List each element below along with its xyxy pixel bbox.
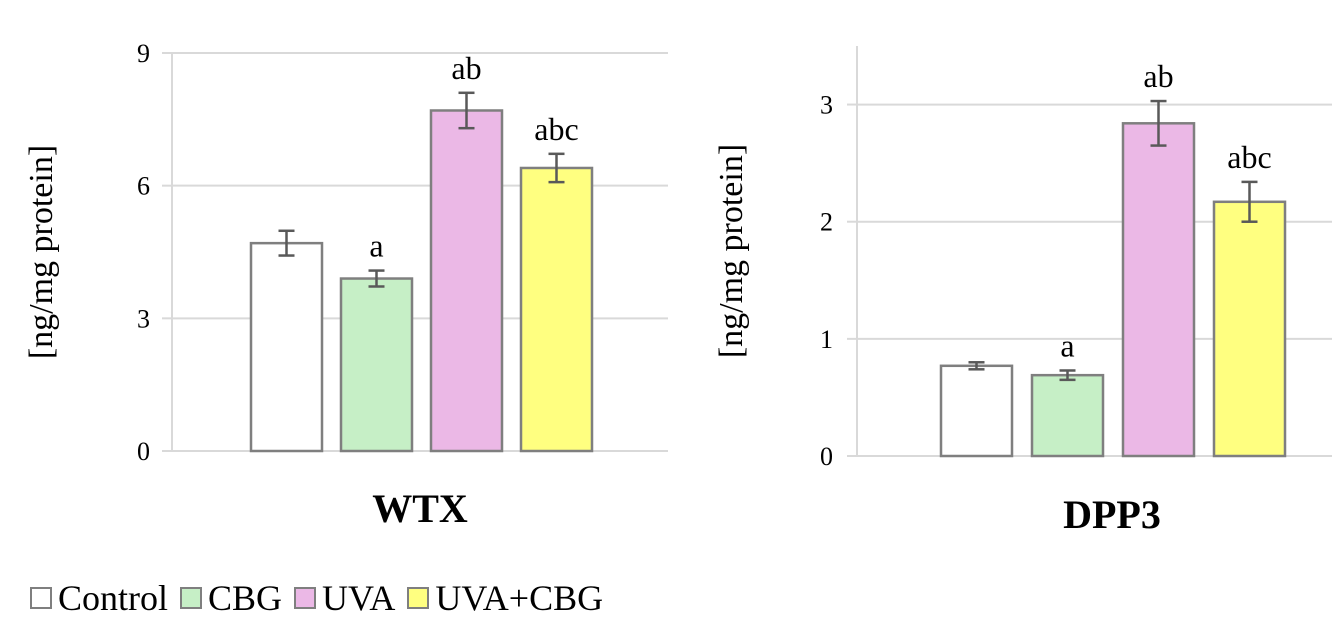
significance-label-uva-cbg: abc — [1227, 139, 1271, 175]
legend-item-uva: UVA — [294, 580, 395, 616]
bar-uva-cbg — [519, 166, 594, 453]
chart-title: DPP3 — [1063, 492, 1161, 537]
y-tick-label: 0 — [137, 437, 150, 466]
legend-swatch-cbg — [180, 587, 203, 609]
y-tick-label: 3 — [820, 91, 833, 120]
legend-label-control: Control — [58, 578, 169, 618]
y-tick-label: 0 — [820, 442, 833, 471]
legend-label-uva: UVA — [322, 578, 396, 618]
y-axis-label: [ng/mg protein] — [23, 145, 60, 359]
bar-cbg — [1030, 373, 1105, 458]
bar-control — [939, 364, 1014, 458]
significance-label-uva-cbg: abc — [534, 111, 578, 147]
y-tick-label: 2 — [820, 208, 833, 237]
chart-wtx: 0 3 6 9 a ab abc [ng/mg protein] WTX — [23, 39, 668, 531]
bar-uva-cbg — [1212, 200, 1287, 458]
legend-swatch-uva-cbg — [407, 587, 430, 609]
y-tick-label: 6 — [137, 172, 150, 201]
legend-item-control: Control — [30, 580, 168, 616]
chart-dpp3: 0 1 2 3 a ab abc [ng/mg protein] DPP3 — [713, 46, 1332, 537]
significance-label-cbg: a — [1060, 327, 1074, 363]
legend-item-uva-cbg: UVA+CBG — [407, 580, 603, 616]
significance-label-cbg: a — [369, 228, 383, 264]
y-axis-label: [ng/mg protein] — [713, 144, 750, 358]
bar-cbg — [339, 277, 414, 453]
legend-label-uva-cbg: UVA+CBG — [435, 578, 604, 618]
legend-label-cbg: CBG — [208, 578, 283, 618]
chart-title: WTX — [372, 486, 468, 531]
legend-item-cbg: CBG — [180, 580, 282, 616]
significance-label-uva: ab — [451, 50, 481, 86]
y-tick-label: 3 — [137, 304, 150, 333]
legend-swatch-control — [30, 587, 52, 609]
y-tick-label: 1 — [820, 325, 833, 354]
significance-label-uva: ab — [1143, 58, 1173, 94]
bar-uva — [429, 109, 504, 453]
y-tick-label: 9 — [137, 39, 150, 68]
legend: Control CBG UVA UVA+CBG — [30, 574, 603, 622]
legend-swatch-uva — [294, 587, 317, 609]
bar-uva — [1121, 122, 1196, 458]
bar-control — [249, 241, 324, 453]
